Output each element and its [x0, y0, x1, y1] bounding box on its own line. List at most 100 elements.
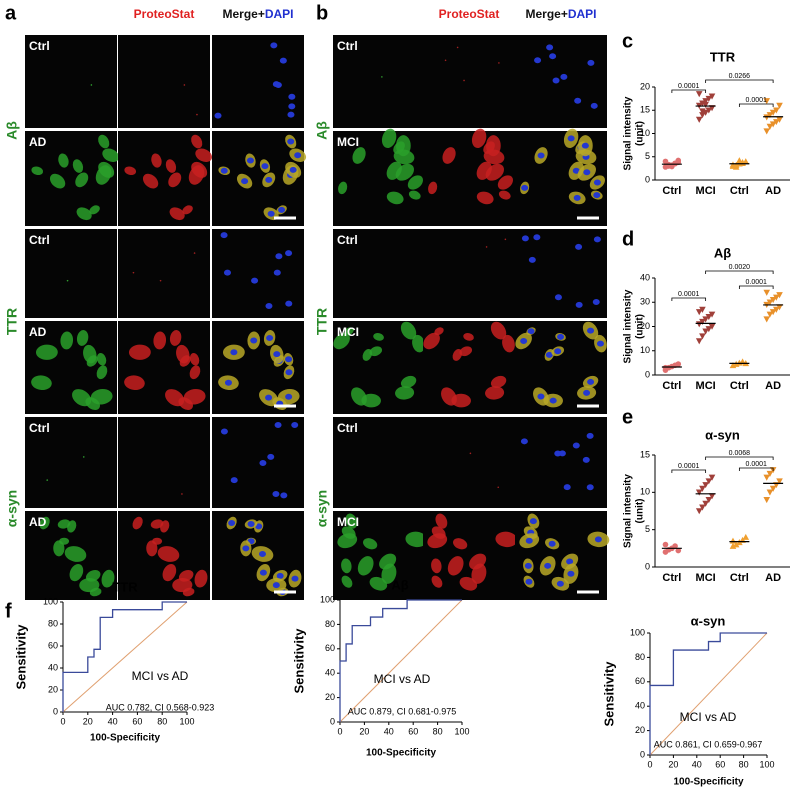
- cell: [490, 321, 507, 340]
- nucleus: [224, 379, 232, 386]
- data-point: [695, 309, 703, 316]
- x-tick-label: 20: [668, 759, 678, 769]
- nucleus: [288, 93, 296, 100]
- nucleus: [525, 537, 533, 544]
- group-marker: α-syn: [4, 490, 20, 527]
- nucleus: [549, 53, 557, 60]
- data-point: [699, 318, 706, 325]
- data-point: [773, 119, 780, 126]
- data-point: [729, 161, 737, 168]
- cell: [169, 330, 182, 346]
- cell: [195, 148, 213, 163]
- cell: [357, 556, 374, 576]
- y-tick-label: 100: [43, 596, 58, 606]
- y-tick-label: 80: [48, 618, 58, 628]
- data-point: [705, 478, 713, 485]
- auc-label: AUC 0.879, CI 0.681-0.975: [348, 706, 457, 716]
- y-tick-label: 100: [320, 594, 335, 604]
- cell: [476, 191, 494, 205]
- nucleus: [594, 536, 602, 543]
- data-point: [699, 504, 706, 511]
- column-header: ProteoStat: [439, 7, 500, 21]
- chart-title: TTR: [710, 49, 736, 64]
- column-header: ProteoStat: [134, 7, 195, 21]
- x-tick-label: 100: [759, 759, 774, 769]
- group-marker: Aβ: [4, 121, 20, 140]
- cell: [89, 205, 100, 215]
- chart-title: TTR: [112, 579, 138, 594]
- row-label: MCI: [337, 325, 359, 339]
- cell: [151, 153, 162, 168]
- cell: [341, 575, 353, 588]
- nucleus: [285, 250, 293, 257]
- cell: [490, 375, 507, 388]
- cell: [124, 375, 145, 391]
- cell: [75, 172, 89, 188]
- cell: [447, 556, 464, 576]
- cell: [338, 181, 348, 195]
- cell: [485, 163, 505, 181]
- nucleus: [291, 575, 299, 582]
- y-tick-label: 5: [645, 151, 650, 161]
- cell: [386, 191, 404, 205]
- data-point: [763, 114, 771, 121]
- y-tick-label: 10: [640, 487, 650, 497]
- nucleus: [583, 389, 591, 396]
- y-axis-label: Sensitivity: [291, 628, 306, 694]
- panel-label: c: [622, 30, 633, 52]
- cell: [150, 519, 164, 529]
- cell: [191, 161, 208, 178]
- cell: [463, 332, 474, 341]
- x-tick-label: 40: [384, 726, 394, 736]
- nucleus: [537, 152, 545, 159]
- nucleus: [552, 77, 560, 84]
- cell: [128, 344, 151, 360]
- data-point: [708, 493, 716, 500]
- x-tick-label: AD: [765, 380, 781, 392]
- nucleus: [548, 540, 556, 547]
- cell: [189, 365, 201, 380]
- nucleus: [294, 152, 302, 159]
- cell: [76, 207, 92, 221]
- annotation: MCI vs AD: [132, 669, 189, 683]
- y-tick-label: 20: [48, 684, 58, 694]
- row-label: Ctrl: [29, 39, 50, 53]
- data-point: [702, 101, 709, 108]
- data-point: [769, 109, 777, 116]
- y-tick-label: 80: [325, 619, 335, 629]
- x-tick-label: Ctrl: [662, 572, 681, 584]
- data-point: [695, 508, 703, 515]
- nucleus: [572, 442, 580, 449]
- nucleus: [267, 453, 275, 460]
- speck: [504, 238, 507, 241]
- nucleus: [546, 44, 554, 51]
- nucleus: [587, 378, 595, 385]
- nucleus: [270, 42, 278, 49]
- x-tick-label: MCI: [696, 572, 716, 584]
- cell: [345, 513, 358, 529]
- auc-label: AUC 0.861, CI 0.659-0.967: [654, 739, 763, 749]
- x-tick-label: 20: [83, 716, 93, 726]
- reference-line: [649, 632, 768, 756]
- nucleus: [279, 57, 287, 64]
- nucleus: [524, 562, 532, 569]
- speck: [498, 62, 500, 64]
- nucleus: [272, 582, 280, 589]
- y-tick-label: 0: [53, 706, 58, 716]
- roc-curve: [339, 599, 462, 722]
- nucleus: [572, 167, 580, 174]
- row-label: MCI: [337, 515, 359, 529]
- nucleus: [556, 580, 564, 587]
- cell: [83, 344, 97, 364]
- data-point: [763, 316, 771, 323]
- cell: [405, 531, 428, 548]
- x-tick-label: 40: [108, 716, 118, 726]
- row-label: AD: [29, 135, 47, 149]
- data-point: [662, 541, 669, 548]
- y-tick-label: 0: [330, 716, 335, 726]
- p-value: 0.0001: [746, 279, 768, 286]
- cell: [31, 166, 44, 176]
- x-axis-label: 100-Specificity: [366, 748, 436, 759]
- bracket: [705, 270, 774, 274]
